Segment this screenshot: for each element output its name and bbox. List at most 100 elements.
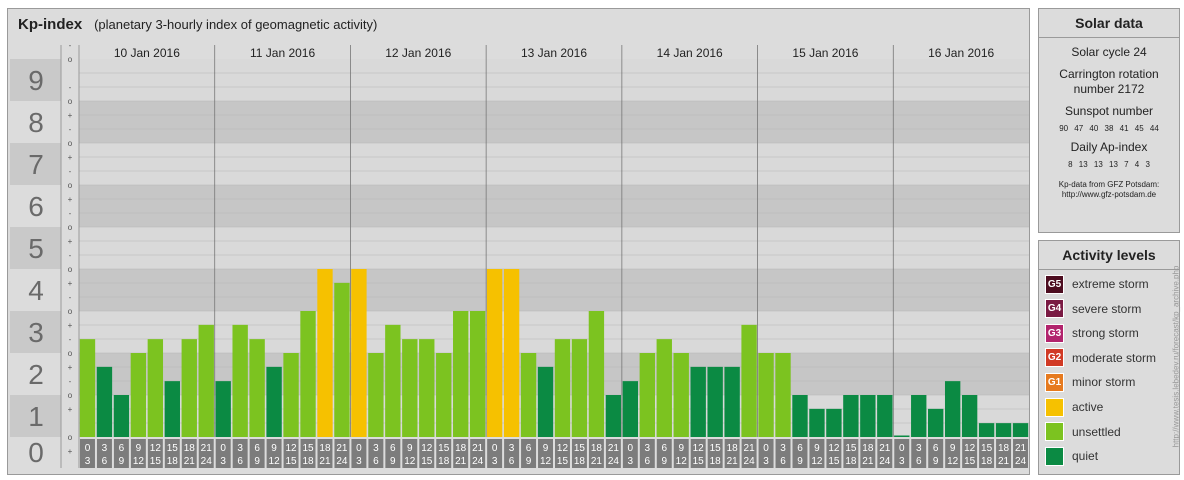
sub-tick-label: o — [68, 433, 73, 442]
plot-band — [79, 59, 1029, 101]
g1-badge-icon: G1 — [1045, 372, 1064, 392]
hour-box — [1013, 439, 1028, 468]
hour-end-label: 6 — [237, 456, 243, 467]
hour-start-label: 12 — [828, 443, 840, 454]
hour-start-label: 0 — [492, 443, 498, 454]
hour-box — [181, 439, 197, 468]
hour-box — [894, 439, 910, 468]
hour-end-label: 21 — [862, 456, 874, 467]
hour-start-label: 21 — [1015, 443, 1027, 454]
y-tick-label: 0 — [28, 437, 44, 468]
sub-tick-label: o — [68, 139, 73, 148]
hour-box — [300, 439, 316, 468]
y-tick-label: 3 — [28, 317, 44, 348]
hour-box — [351, 439, 367, 468]
sub-tick-label: + — [68, 237, 73, 246]
hour-box — [96, 439, 112, 468]
data-source-line-1: Kp-data from GFZ Potsdam: — [1058, 180, 1160, 189]
hour-start-label: 6 — [661, 443, 667, 454]
hour-end-label: 24 — [201, 456, 213, 467]
hour-end-label: 18 — [302, 456, 314, 467]
day-label: 14 Jan 2016 — [657, 46, 723, 60]
hour-box — [487, 439, 503, 468]
hour-start-label: 9 — [950, 443, 956, 454]
hour-box — [877, 439, 893, 468]
sunspot-label: Sunspot number — [1064, 104, 1154, 118]
activity-level-item: unsettled — [1045, 422, 1121, 442]
hour-box — [809, 439, 825, 468]
y-band — [10, 395, 61, 437]
sub-tick-label: - — [69, 293, 72, 302]
hour-end-label: 15 — [150, 456, 162, 467]
activity-level-item: quiet — [1045, 446, 1098, 466]
hour-box — [266, 439, 282, 468]
sub-tick-label: - — [69, 251, 72, 260]
kp-bar — [520, 353, 537, 437]
hour-box — [453, 439, 469, 468]
hour-box — [470, 439, 486, 468]
hour-end-label: 3 — [763, 456, 769, 467]
kp-bar — [113, 395, 130, 437]
sub-tick-label: + — [68, 405, 73, 414]
hour-start-label: 9 — [271, 443, 277, 454]
hour-end-label: 3 — [220, 456, 226, 467]
kp-bar — [283, 353, 299, 437]
sub-tick-label: o — [68, 181, 73, 190]
hour-start-label: 21 — [336, 443, 348, 454]
hour-end-label: 12 — [947, 456, 959, 467]
hour-end-label: 15 — [828, 456, 840, 467]
hour-box — [860, 439, 876, 468]
y-band — [10, 227, 61, 269]
kp-bar — [571, 339, 588, 437]
hour-box — [419, 439, 435, 468]
hour-box — [928, 439, 944, 468]
kp-bar — [1012, 423, 1029, 437]
y-band — [10, 59, 61, 101]
sub-tick-label: - — [69, 41, 72, 50]
hour-box — [690, 439, 706, 468]
kp-bar — [266, 366, 282, 437]
hour-box — [436, 439, 452, 468]
kp-bar — [605, 395, 622, 437]
hour-box — [656, 439, 672, 468]
hour-start-label: 12 — [964, 443, 976, 454]
hour-end-label: 12 — [676, 456, 688, 467]
hour-start-label: 21 — [879, 443, 891, 454]
kp-bar — [469, 311, 486, 437]
hour-start-label: 18 — [184, 443, 196, 454]
chart-title-row: Kp-index (planetary 3-hourly index of ge… — [18, 16, 377, 33]
kp-bar — [809, 408, 825, 437]
activity-level-item: active — [1045, 397, 1103, 417]
hour-end-label: 18 — [574, 456, 586, 467]
kp-bar — [673, 353, 689, 437]
hour-start-label: 15 — [981, 443, 993, 454]
kp-index-panel: Kp-index (planetary 3-hourly index of ge… — [7, 8, 1030, 475]
solar-cycle: Solar cycle 24 — [1071, 45, 1147, 59]
hour-box — [555, 439, 570, 468]
kp-bar — [130, 353, 147, 437]
hour-start-label: 12 — [557, 443, 569, 454]
hour-box — [402, 439, 418, 468]
hour-box — [368, 439, 384, 468]
kp-bar — [79, 339, 96, 437]
hour-start-label: 15 — [167, 443, 179, 454]
hour-end-label: 9 — [119, 456, 125, 467]
activity-level-label: moderate storm — [1072, 350, 1157, 365]
sunspot-values: 90 47 40 38 41 45 44 — [1059, 124, 1159, 133]
hour-end-label: 18 — [710, 456, 722, 467]
y-band — [10, 143, 61, 185]
sub-tick-label: + — [68, 279, 73, 288]
hour-start-label: 15 — [438, 443, 450, 454]
activity-level-label: unsettled — [1072, 424, 1121, 439]
sub-tick-label: + — [68, 195, 73, 204]
activity-level-label: quiet — [1072, 449, 1099, 464]
y-tick-label: 8 — [28, 107, 44, 138]
hour-box — [317, 439, 333, 468]
kp-bar — [724, 366, 740, 437]
plot-band — [79, 185, 1029, 227]
kp-bar — [944, 381, 961, 437]
hour-start-label: 18 — [862, 443, 874, 454]
y-tick-label: 9 — [28, 65, 44, 96]
hour-end-label: 24 — [744, 456, 756, 467]
hour-end-label: 15 — [557, 456, 569, 467]
